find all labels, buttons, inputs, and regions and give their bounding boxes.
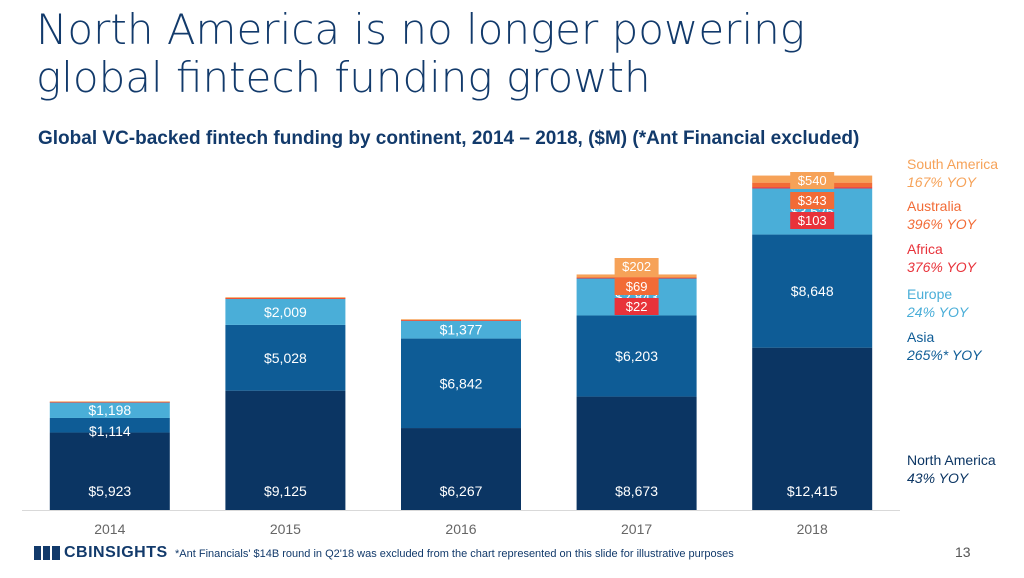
legend-yoy: 265%* YOY xyxy=(907,347,982,363)
x-tick-label: 2018 xyxy=(797,521,828,537)
bar-segment xyxy=(49,417,170,433)
bar-segment xyxy=(576,315,697,397)
bar-segment xyxy=(401,428,521,510)
bar-segment xyxy=(49,401,170,402)
bar-segment xyxy=(401,320,521,321)
legend-item: Asia 265%* YOY xyxy=(907,328,981,364)
bar-segment xyxy=(49,402,170,418)
legend-yoy: 376% YOY xyxy=(907,259,977,275)
data-label: $202 xyxy=(622,259,651,274)
data-label: $6,842 xyxy=(440,375,483,391)
logo-mark-icon xyxy=(34,546,60,560)
x-tick-label: 2017 xyxy=(621,521,652,537)
callout-box xyxy=(790,192,835,209)
callout-box xyxy=(614,258,659,275)
footnote: *Ant Financials' $14B round in Q2'18 was… xyxy=(175,548,734,560)
legend-label: Europe xyxy=(907,286,953,302)
bar-segment xyxy=(401,338,521,429)
bar-segment xyxy=(225,390,346,510)
legend-label: South America xyxy=(907,156,999,172)
data-label: $5,923 xyxy=(88,483,131,499)
bar-segment xyxy=(49,432,170,510)
data-label: $22 xyxy=(626,299,648,314)
data-label: $9,125 xyxy=(264,483,307,499)
legend-yoy: 396% YOY xyxy=(907,216,977,232)
data-label: $5,028 xyxy=(264,350,307,366)
bar-segment xyxy=(49,401,170,403)
data-label: $2,009 xyxy=(264,304,307,320)
bar-segment xyxy=(401,319,521,321)
x-tick-label: 2014 xyxy=(94,521,125,537)
data-label: $8,648 xyxy=(791,283,834,299)
bar-segment xyxy=(225,297,346,298)
legend-label: Africa xyxy=(907,241,943,257)
legend-yoy: 24% YOY xyxy=(907,304,969,320)
chart-title: North America is no longer powering glob… xyxy=(36,5,805,102)
legend-item: Australia 396% YOY xyxy=(907,197,976,233)
bar-segment xyxy=(576,396,697,510)
bar-segment xyxy=(752,347,873,510)
legend-item: North America 43% YOY xyxy=(907,451,996,487)
callout-box xyxy=(614,298,659,315)
legend-item: Africa 376% YOY xyxy=(907,240,976,276)
data-label: $103 xyxy=(798,213,827,228)
legend-item: Europe 24% YOY xyxy=(907,285,968,321)
bar-segment xyxy=(225,298,346,325)
legend-label: North America xyxy=(907,452,996,468)
bar-segment xyxy=(401,320,521,339)
callout-box xyxy=(790,212,835,229)
bar-segment xyxy=(225,298,346,300)
data-label: $1,198 xyxy=(88,402,131,418)
data-label: $6,267 xyxy=(440,483,483,499)
callout-box xyxy=(790,172,835,189)
bar-segment xyxy=(576,277,697,279)
chart-subtitle: Global VC-backed fintech funding by cont… xyxy=(38,128,860,149)
bar-segment xyxy=(576,274,697,278)
legend-yoy: 167% YOY xyxy=(907,174,977,190)
x-tick-label: 2016 xyxy=(445,521,476,537)
x-tick-label: 2015 xyxy=(270,521,301,537)
data-label: $343 xyxy=(798,193,827,208)
cbinsights-logo: CBINSIGHTS xyxy=(34,544,168,562)
legend-label: Australia xyxy=(907,198,962,214)
legend-yoy: 43% YOY xyxy=(907,470,969,486)
legend-label: Asia xyxy=(907,329,935,345)
bar-segment xyxy=(401,320,521,321)
callout-box xyxy=(614,278,659,295)
page-number: 13 xyxy=(955,544,971,560)
logo-text: CBINSIGHTS xyxy=(64,544,168,561)
data-label: $1,114 xyxy=(89,423,131,439)
data-label: $6,203 xyxy=(615,348,658,364)
bar-segment xyxy=(225,324,346,391)
bar-segment xyxy=(49,402,170,403)
data-label: $12,415 xyxy=(787,483,838,499)
data-label: $1,377 xyxy=(440,322,483,338)
bar-segment xyxy=(752,234,873,348)
data-label: $8,673 xyxy=(615,483,658,499)
data-label: $540 xyxy=(798,173,827,188)
data-label: $69 xyxy=(626,279,648,294)
bar-segment xyxy=(225,297,346,299)
legend-item: South America 167% YOY xyxy=(907,155,998,191)
